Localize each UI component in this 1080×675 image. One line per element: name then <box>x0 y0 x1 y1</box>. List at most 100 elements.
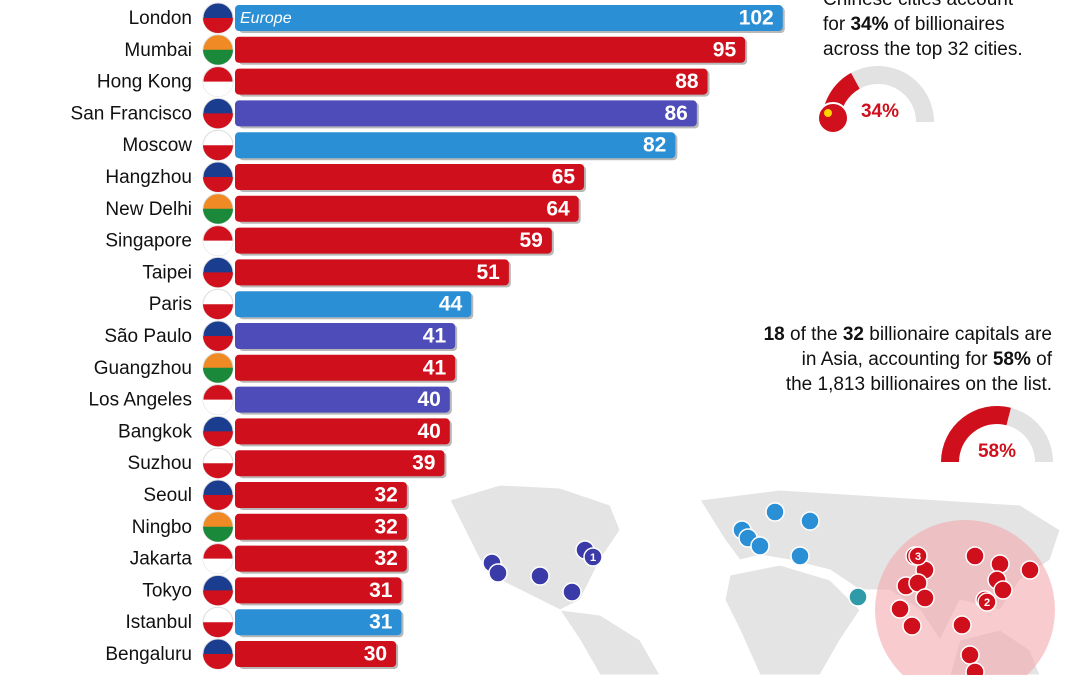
category-label: Hong Kong <box>97 72 192 93</box>
category-label: São Paulo <box>104 326 192 347</box>
bar <box>235 100 697 127</box>
bar <box>235 259 509 286</box>
category-label: Istanbul <box>125 612 192 633</box>
flag-half <box>203 526 233 542</box>
bar <box>235 609 402 636</box>
note-text: across the top 32 cities. <box>823 39 1023 60</box>
region-label: Europe <box>240 10 292 27</box>
note-text: Chinese cities account <box>823 0 1014 10</box>
flag-half <box>203 18 233 33</box>
category-label: Paris <box>149 294 192 315</box>
flag-half <box>203 336 233 351</box>
value-label: 64 <box>546 197 570 220</box>
bar-chart: London 102 Mumbai 95 Hong Kong 88 San Francisc… <box>71 2 785 670</box>
note-run: of billionaires <box>888 14 1004 35</box>
marker-label: 3 <box>915 551 921 563</box>
value-label: 31 <box>369 611 393 634</box>
category-label: Bangkok <box>118 421 192 442</box>
city-dot <box>848 587 868 607</box>
bar <box>235 545 407 572</box>
flag-half <box>203 367 233 383</box>
category-label: Ningbo <box>132 517 192 538</box>
city-dot <box>960 645 980 665</box>
value-label: 39 <box>412 452 435 475</box>
city-dot <box>765 502 785 522</box>
bar <box>235 386 450 413</box>
category-label: Seoul <box>143 485 192 506</box>
marker <box>977 592 997 612</box>
note-run: across the top 32 cities. <box>823 39 1023 60</box>
flag-half <box>203 495 233 510</box>
gauge-label: 58% <box>978 441 1016 462</box>
gauge-track <box>1006 407 1053 462</box>
flag-half <box>203 49 233 65</box>
flag-half <box>203 463 233 479</box>
value-label: 32 <box>374 547 397 570</box>
flag-star <box>824 109 832 117</box>
flag <box>817 102 849 134</box>
flag-half <box>203 654 233 669</box>
note-text: 18 of the 32 billionaire capitals are <box>764 324 1052 345</box>
note-text: in Asia, accounting for 58% of <box>802 349 1053 370</box>
category-label: Bengaluru <box>105 644 192 665</box>
note-run: the 1,813 billionaires on the list. <box>786 374 1052 395</box>
city-dot <box>952 615 972 635</box>
flag-half <box>203 431 233 447</box>
category-label: Suzhou <box>128 453 192 474</box>
category-label: Taipei <box>142 262 192 283</box>
value-label: 32 <box>374 484 397 507</box>
category-label: Moscow <box>122 135 192 156</box>
gauge-track <box>851 66 934 122</box>
bar <box>235 5 783 31</box>
bar <box>235 482 407 508</box>
value-label: 41 <box>423 325 447 348</box>
flag-half <box>203 240 233 256</box>
gauge-fill <box>941 406 1011 462</box>
flag-half <box>203 113 233 129</box>
flag-half <box>203 272 233 288</box>
note-run: 32 <box>843 324 864 345</box>
marker <box>583 547 603 567</box>
bar <box>235 577 402 604</box>
category-label: London <box>129 8 192 29</box>
flag-half <box>203 145 233 161</box>
category-label: Jakarta <box>130 549 193 570</box>
marker-label: 2 <box>984 597 990 609</box>
value-label: 65 <box>552 166 576 189</box>
value-label: 59 <box>519 229 542 252</box>
value-label: 41 <box>423 356 447 379</box>
flag-half <box>203 590 233 606</box>
note-run: billionaire capitals are <box>864 324 1052 345</box>
city-dots: 1 2 3 <box>482 502 1040 675</box>
category-label: Los Angeles <box>88 390 192 411</box>
note-run: for <box>823 14 850 35</box>
category-label: Mumbai <box>124 40 192 61</box>
value-label: 82 <box>643 134 666 157</box>
value-label: 40 <box>417 420 440 443</box>
note-run: 34% <box>850 14 888 35</box>
gauge-label: 34% <box>861 101 899 122</box>
annotations: Chinese cities account for 34% of billion… <box>764 0 1053 462</box>
bar <box>235 513 407 540</box>
value-label: 88 <box>675 70 699 93</box>
city-dot <box>990 554 1010 574</box>
note-run: of the <box>785 324 843 345</box>
category-label: New Delhi <box>105 199 192 220</box>
value-label: 32 <box>374 515 397 538</box>
bar <box>235 354 456 381</box>
city-dot <box>1020 560 1040 580</box>
city-dot <box>993 580 1013 600</box>
city-dot <box>965 662 985 675</box>
bar <box>235 227 552 254</box>
city-dot <box>965 546 985 566</box>
note-text: the 1,813 billionaires on the list. <box>786 374 1052 395</box>
flag-half <box>203 177 233 192</box>
note-run: 18 <box>764 324 785 345</box>
note-run: Chinese cities account <box>823 0 1014 10</box>
category-label: Hangzhou <box>105 167 192 188</box>
city-dot <box>530 566 550 586</box>
city-dot <box>562 582 582 602</box>
value-label: 31 <box>369 579 393 602</box>
value-label: 44 <box>439 293 463 316</box>
note-run: 58% <box>993 349 1031 370</box>
